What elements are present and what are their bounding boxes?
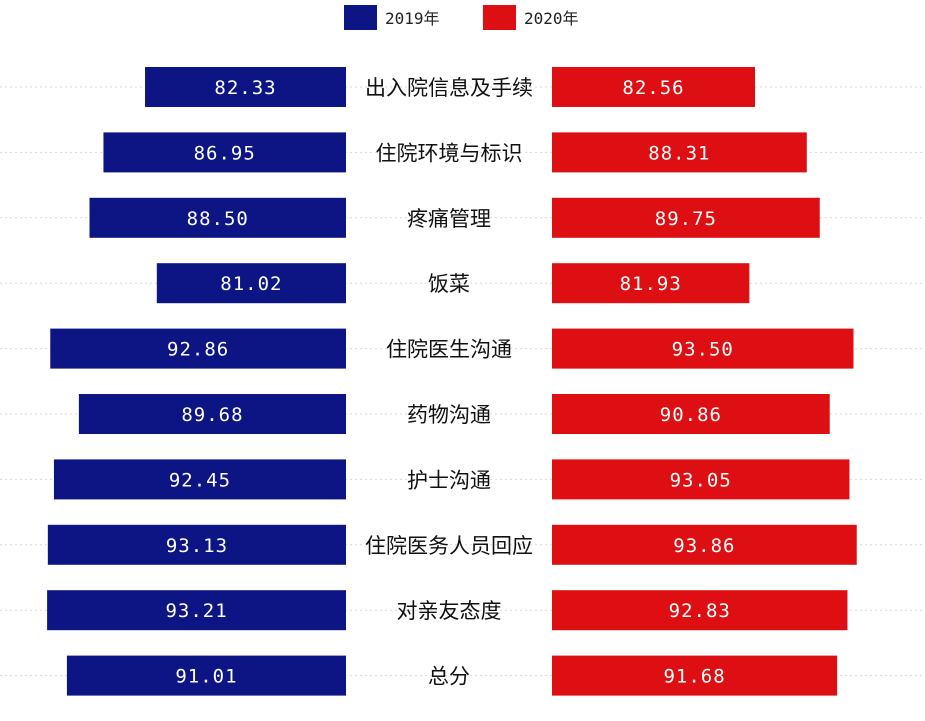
legend-swatch-2019: [344, 5, 377, 30]
legend: 2019年 2020年: [344, 5, 579, 30]
data-label-2019: 92.86: [167, 339, 229, 361]
data-label-2020: 93.86: [673, 535, 735, 557]
category-label: 护士沟通: [407, 468, 491, 492]
data-label-2020: 93.50: [672, 339, 734, 361]
legend-label-2020: 2020年: [524, 9, 579, 28]
bar-2019: [156, 263, 346, 304]
category-label: 住院环境与标识: [376, 141, 523, 165]
bars: 82.33 82.56 86.95 88.31 88.50 89.75 81.02 81.93…: [47, 67, 857, 696]
data-label-2019: 86.95: [194, 142, 256, 164]
bar-2019: [145, 67, 346, 107]
bar-2020: [552, 197, 820, 238]
data-label-2019: 81.02: [220, 273, 282, 295]
bar-2020: [552, 394, 830, 434]
category-label: 总分: [428, 665, 470, 689]
data-label-2020: 93.05: [670, 469, 732, 491]
bar-2020: [552, 263, 750, 304]
gridlines: [0, 86, 925, 677]
legend-swatch-2020: [483, 5, 516, 30]
category-labels: 出入院信息及手续住院环境与标识疼痛管理饭菜住院医生沟通药物沟通护士沟通住院医务人…: [365, 76, 533, 689]
bar-2020: [552, 655, 838, 696]
data-label-2020: 89.75: [655, 208, 717, 230]
bar-2019: [89, 197, 346, 238]
data-label-2020: 90.86: [660, 404, 722, 426]
bar-2019: [50, 328, 346, 369]
category-label: 饭菜: [428, 272, 470, 296]
bar-2020: [552, 459, 850, 500]
category-label: 对亲友态度: [397, 599, 502, 623]
legend-label-2019: 2019年: [385, 9, 440, 28]
category-label: 药物沟通: [407, 403, 491, 427]
data-label-2019: 92.45: [169, 469, 231, 491]
bar-2020: [552, 524, 857, 565]
bar-2020: [552, 132, 807, 173]
category-label: 住院医生沟通: [386, 338, 512, 362]
data-label-2020: 91.68: [663, 666, 725, 688]
bar-2020: [552, 590, 848, 631]
data-label-2019: 88.50: [187, 208, 249, 230]
data-label-2020: 88.31: [648, 142, 710, 164]
data-label-2019: 93.21: [165, 600, 227, 622]
data-label-2019: 89.68: [181, 404, 243, 426]
data-label-2020: 81.93: [620, 273, 682, 295]
category-label: 住院医务人员回应: [365, 534, 533, 558]
bar-2019: [78, 394, 346, 434]
data-label-2019: 93.13: [166, 535, 228, 557]
bar-2019: [47, 524, 346, 565]
data-label-2019: 91.01: [175, 666, 237, 688]
data-label-2020: 82.56: [622, 77, 684, 99]
bar-2020: [552, 67, 756, 107]
category-label: 疼痛管理: [407, 207, 491, 231]
bar-2019: [103, 132, 346, 173]
bar-2019: [66, 655, 346, 696]
bar-2019: [47, 590, 347, 631]
category-label: 出入院信息及手续: [365, 76, 533, 100]
bar-2019: [53, 459, 346, 500]
data-label-2019: 82.33: [214, 77, 276, 99]
data-label-2020: 92.83: [669, 600, 731, 622]
bar-2020: [552, 328, 854, 369]
